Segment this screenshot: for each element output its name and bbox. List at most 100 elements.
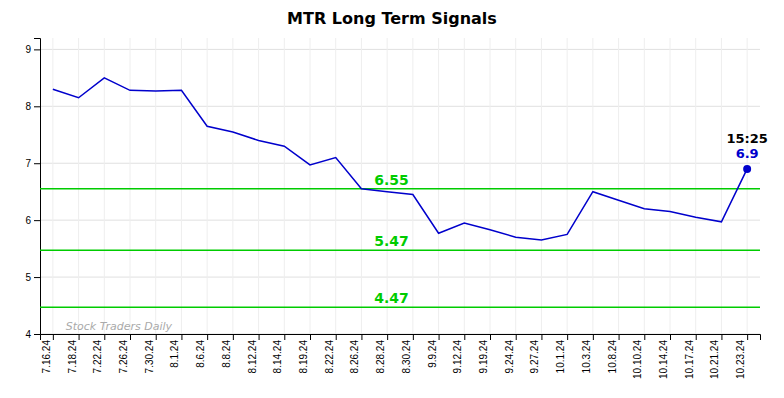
- grid-line-x: [78, 38, 79, 334]
- x-tick-label: 8.14.24: [272, 340, 283, 374]
- x-tick-label: 10.3.24: [581, 340, 592, 374]
- y-tick-mark: [34, 277, 40, 278]
- grid-line-x: [207, 38, 208, 334]
- grid-line-x: [130, 38, 131, 334]
- x-tick-label: 8.6.24: [195, 340, 206, 368]
- x-tick-mark: [387, 334, 388, 340]
- x-tick-mark: [413, 334, 414, 340]
- reference-line: [40, 188, 760, 190]
- x-tick-label: 10.17.24: [684, 340, 695, 379]
- x-tick-mark: [207, 334, 208, 340]
- y-tick-mark: [34, 106, 40, 107]
- x-tick-mark: [284, 334, 285, 340]
- grid-line-x: [310, 38, 311, 334]
- y-tick-label: 9: [25, 44, 31, 55]
- reference-line: [40, 250, 760, 252]
- x-tick-label: 7.22.24: [92, 340, 103, 374]
- x-tick-label: 8.1.24: [169, 340, 180, 368]
- grid-line-x: [361, 38, 362, 334]
- reference-line-label: 6.55: [374, 172, 409, 188]
- x-tick: 8.12.24: [247, 334, 259, 373]
- x-tick-label: 7.18.24: [67, 340, 78, 374]
- x-tick: 9.24.24: [504, 334, 517, 373]
- plot-area: 4567897.16.247.18.247.22.247.26.247.30.2…: [25, 38, 767, 379]
- watermark: Stock Traders Daily: [66, 320, 173, 333]
- annotation: 15:25: [726, 131, 767, 146]
- data-layer: [40, 78, 760, 307]
- x-tick-mark: [259, 334, 260, 340]
- x-tick-mark: [516, 334, 517, 340]
- x-tick-label: 8.8.24: [221, 340, 232, 368]
- y-tick-mark: [34, 220, 40, 221]
- y-tick-mark: [34, 163, 40, 164]
- y-tick-label: 5: [25, 272, 31, 283]
- x-tick-label: 8.22.24: [324, 340, 335, 374]
- x-tick: 10.14.24: [658, 334, 671, 379]
- x-tick-mark: [181, 334, 182, 340]
- x-tick-mark: [104, 334, 105, 340]
- grid-line-y: [40, 163, 760, 164]
- x-tick-mark: [156, 334, 157, 340]
- x-tick: 9.19.24: [478, 334, 491, 373]
- reference-line-label: 5.47: [374, 233, 409, 249]
- grid-line-x: [155, 38, 156, 334]
- x-tick: 7.30.24: [144, 334, 157, 373]
- grid-line-x: [335, 38, 336, 334]
- x-tick: 10.10.24: [632, 334, 645, 379]
- x-tick-mark: [53, 334, 54, 340]
- grid-line-x: [464, 38, 465, 334]
- x-tick-mark: [567, 334, 568, 340]
- x-tick: 8.22.24: [324, 334, 337, 373]
- x-axis: 7.16.247.18.247.22.247.26.247.30.248.1.2…: [41, 334, 761, 379]
- x-tick-mark: [439, 334, 440, 340]
- x-tick-mark: [233, 334, 234, 340]
- title: MTR Long Term Signals: [287, 9, 497, 28]
- x-tick-mark: [130, 334, 131, 340]
- x-tick: 8.8.24: [221, 334, 234, 368]
- y-tick-label: 6: [25, 215, 31, 226]
- y-tick: 5: [25, 272, 40, 283]
- line: [53, 78, 747, 240]
- x-tick-label: 7.26.24: [118, 340, 129, 374]
- annotation: 6.9: [736, 146, 759, 161]
- x-tick-label: 9.12.24: [452, 340, 463, 374]
- last-point: [743, 165, 751, 173]
- y-tick-label: 4: [25, 329, 31, 340]
- x-tick-mark: [541, 334, 542, 340]
- y-tick: 4: [25, 329, 40, 340]
- x-tick-label: 8.28.24: [375, 340, 386, 374]
- grid-line-x: [52, 38, 53, 334]
- x-tick-label: 9.19.24: [478, 340, 489, 374]
- grid-line-x: [670, 38, 671, 334]
- grid-line-y: [40, 49, 760, 50]
- grid-line-x: [258, 38, 259, 334]
- grid-line-x: [438, 38, 439, 334]
- x-tick-mark: [593, 334, 594, 340]
- y-axis: 456789: [25, 39, 40, 340]
- x-tick-mark: [644, 334, 645, 340]
- y-tick: 9: [25, 44, 40, 55]
- grid-line-y: [40, 277, 760, 278]
- grid-line-x: [541, 38, 542, 334]
- x-tick: 9.9.24: [427, 334, 440, 368]
- x-tick: 10.1.24: [555, 334, 568, 373]
- x-tick: 8.30.24: [401, 334, 414, 373]
- x-tick-label: 9.9.24: [427, 340, 438, 368]
- y-tick: 8: [25, 101, 40, 112]
- x-tick: 8.26.24: [349, 334, 362, 373]
- x-tick-mark: [490, 334, 491, 340]
- grid-line-y: [40, 220, 760, 221]
- grid-line-x: [515, 38, 516, 334]
- grid-line-x: [721, 38, 722, 334]
- grid-line-x: [490, 38, 491, 334]
- x-tick: 8.6.24: [195, 334, 208, 368]
- y-tick: 6: [25, 215, 40, 226]
- grid-line-x: [747, 38, 748, 334]
- x-tick-label: 8.26.24: [349, 340, 360, 374]
- annotations: 6.555.474.4715:256.9Stock Traders Daily: [66, 131, 768, 333]
- x-tick: 8.1.24: [169, 334, 182, 368]
- y-tick-label: 8: [25, 101, 31, 112]
- x-tick-label: 10.23.24: [735, 340, 746, 379]
- x-tick: 10.21.24: [709, 334, 722, 379]
- x-tick-label: 9.27.24: [529, 340, 540, 374]
